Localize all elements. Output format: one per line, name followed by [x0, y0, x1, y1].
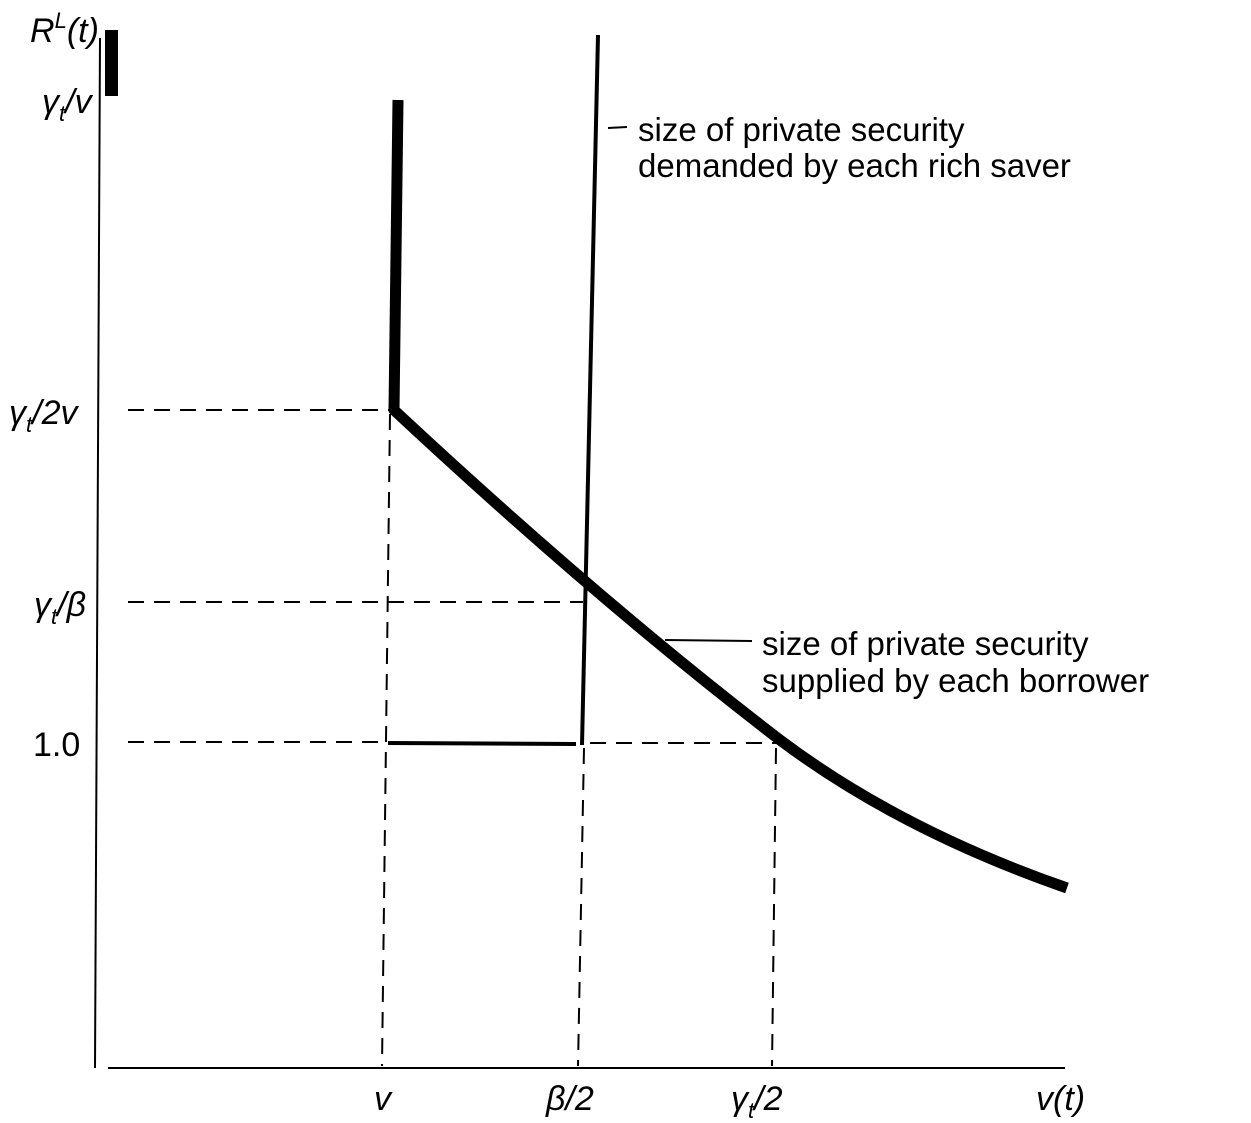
- y-axis-label: RL(t): [30, 8, 99, 50]
- supply-annotation-line2: supplied by each borrower: [762, 662, 1149, 699]
- y-axis: [94, 37, 101, 1069]
- demand-annotation-line1: size of private security: [638, 111, 965, 148]
- demand-annotation-leader: [607, 126, 628, 129]
- demand-annotation-line2: demanded by each rich saver: [638, 147, 1071, 184]
- guide-v: [381, 413, 391, 1067]
- y-axis-top-marker: [105, 30, 118, 96]
- y-tick-one: 1.0: [33, 726, 80, 764]
- y-tick-gamma-over-beta: γt/β: [34, 586, 86, 629]
- guide-gamma-over-2: [771, 747, 777, 1067]
- y-tick-gamma-over-2v: γt/2v: [9, 394, 79, 437]
- demand-curve: [387, 34, 600, 746]
- supply-annotation-leader: [664, 639, 753, 642]
- x-tick-v: v: [374, 1080, 393, 1118]
- x-tick-gamma-over-2: γt/2: [731, 1080, 783, 1123]
- guide-beta-over-2: [577, 747, 585, 1067]
- supply-curve: [388, 99, 1069, 894]
- x-tick-beta-over-2: β/2: [545, 1080, 594, 1118]
- supply-annotation-line1: size of private security: [762, 625, 1089, 662]
- x-axis-label: v(t): [1036, 1080, 1085, 1118]
- y-tick-gamma-over-v: γt/v: [42, 83, 94, 126]
